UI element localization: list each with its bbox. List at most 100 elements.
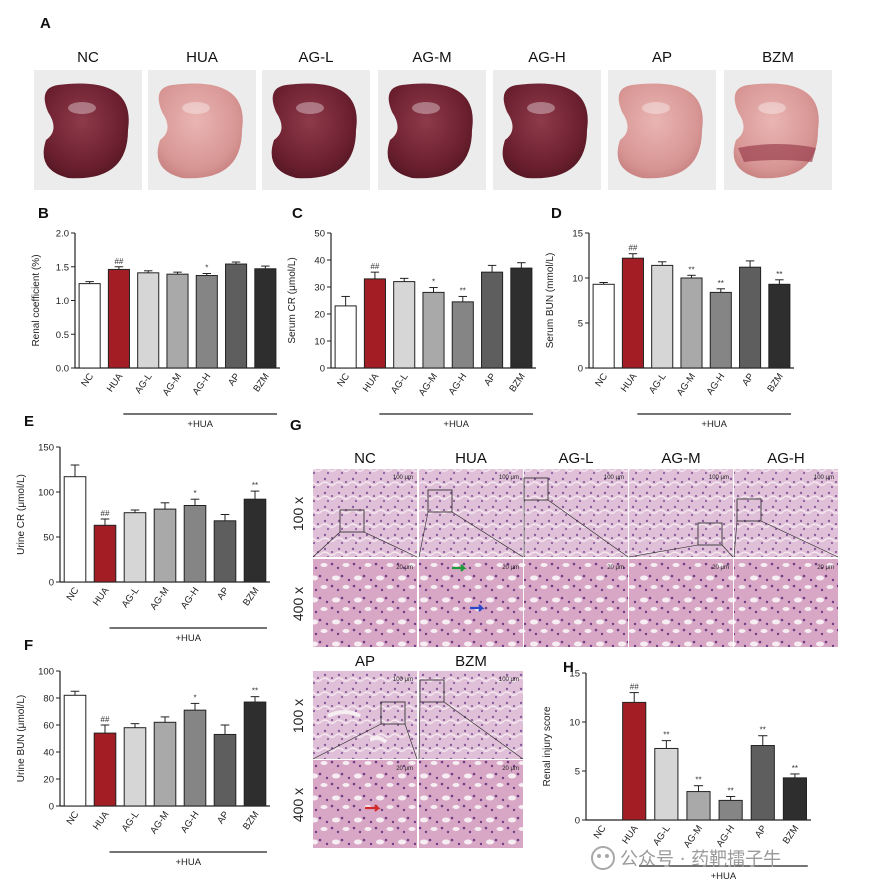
bar-hua	[107, 268, 130, 369]
x-tick-label: BZM	[507, 371, 528, 394]
y-tick-label: 15	[569, 669, 580, 680]
y-axis-label: Urine BUN (μmol/L)	[16, 695, 27, 782]
bar-nc	[78, 283, 101, 369]
scale-bar-label: 100 μm	[499, 475, 519, 481]
bar-ag-m	[166, 273, 189, 369]
bar-ag-h	[451, 301, 474, 369]
histo-400x-ag-h	[734, 559, 838, 647]
x-tick-label: AG-L	[651, 823, 673, 847]
kidney-image	[387, 83, 473, 179]
group-label: +HUA	[711, 871, 737, 882]
y-tick-label: 10	[572, 274, 583, 285]
green-arrow	[452, 564, 467, 572]
x-tick-label: AP	[226, 371, 242, 388]
significance-mark: **	[663, 731, 669, 740]
bar-ag-m	[680, 277, 703, 369]
zoom-line	[733, 520, 738, 558]
x-tick-label: AG-H	[179, 585, 202, 611]
scale-bar-label: 20 μm	[817, 565, 834, 571]
y-tick-label: 100	[38, 667, 54, 678]
bar-bzm	[782, 777, 807, 821]
zoom-line	[547, 499, 629, 558]
x-tick-label: AG-M	[675, 371, 698, 398]
panel-label-c: C	[292, 205, 303, 222]
x-tick-label: NC	[79, 371, 96, 389]
bar-ag-l	[137, 272, 160, 369]
chart-b: 0.0 0.5 1.0 1.5 2.0 Renal coefficient (%) NC ##…	[31, 229, 280, 430]
bar-ag-l	[123, 512, 147, 583]
watermark-text: 公众号 · 药靶擂子牛	[620, 849, 781, 870]
group-label: +HUA	[175, 633, 201, 644]
scale-bar-label: 20 μm	[502, 766, 519, 772]
x-tick-label: HUA	[361, 371, 382, 394]
histo-label-hua: HUA	[455, 450, 487, 467]
bar-hua	[621, 257, 644, 369]
bar-ag-h	[195, 275, 218, 369]
significance-mark: *	[205, 264, 208, 273]
bar-ap	[213, 733, 237, 807]
x-tick-label: AP	[215, 585, 231, 602]
kidney-highlight	[68, 102, 96, 114]
x-tick-label: HUA	[620, 823, 641, 846]
x-tick-label: NC	[335, 371, 352, 389]
zoom-box	[419, 679, 445, 703]
y-tick-label: 0	[49, 802, 54, 813]
chart-h: 0 5 10 15 Renal injury score NC ## HUA ** AG-L ** A…	[542, 669, 811, 882]
histo-100x-nc	[313, 469, 417, 557]
group-label: +HUA	[175, 857, 201, 868]
wechat-icon	[591, 846, 615, 870]
histo-label-ap: AP	[355, 653, 375, 670]
y-tick-label: 1.0	[56, 296, 69, 307]
zoom-line	[760, 520, 839, 558]
mag-label-high: 400 x	[290, 788, 306, 822]
x-tick-label: HUA	[91, 585, 112, 608]
bar-nc	[592, 283, 615, 369]
y-tick-label: 0	[320, 364, 325, 375]
x-tick-label: AG-H	[705, 371, 728, 397]
histo-label-ag-m: AG-M	[661, 450, 700, 467]
chart-f: 0 20 40 60 80 100 Urine BUN (μmol/L) NC ## HUA AG-…	[16, 667, 270, 868]
kidney-label-bzm: BZM	[762, 49, 794, 66]
bar-hua	[93, 524, 117, 583]
bar-hua	[622, 701, 647, 821]
mag-label-low: 100 x	[290, 699, 306, 733]
chart-c: 0 10 20 30 40 50 Serum CR (μmol/L) NC ## HUA AG-L *…	[287, 229, 536, 430]
group-label: +HUA	[443, 419, 469, 430]
chart-d: 0 5 10 15 Serum BUN (mmol/L) NC ## HUA AG-L ** AG-…	[545, 229, 794, 430]
kidney-image	[271, 83, 357, 179]
y-tick-label: 2.0	[56, 229, 69, 240]
bar-ag-l	[651, 264, 674, 369]
histo-label-ag-l: AG-L	[558, 450, 593, 467]
histo-label-bzm: BZM	[455, 653, 487, 670]
y-tick-label: 20	[43, 775, 54, 786]
y-tick-label: 50	[314, 229, 325, 240]
group-label: +HUA	[187, 419, 213, 430]
kidney-image	[502, 83, 588, 179]
watermark: 公众号 · 药靶擂子牛	[591, 846, 781, 870]
bar-ag-h	[183, 709, 207, 807]
kidney-image	[617, 83, 703, 179]
kidney-image	[157, 83, 243, 179]
bar-ag-h	[183, 505, 207, 583]
x-tick-label: AG-H	[714, 823, 737, 849]
kidney-image	[43, 83, 129, 179]
y-tick-label: 100	[38, 488, 54, 499]
zoom-line	[312, 723, 382, 760]
significance-mark: ##	[628, 244, 637, 253]
kidney-highlight	[296, 102, 324, 114]
significance-mark: ##	[101, 715, 110, 724]
y-tick-label: 0.0	[56, 364, 69, 375]
y-axis-label: Serum CR (μmol/L)	[287, 257, 298, 343]
histo-400x-bzm	[419, 760, 523, 848]
y-tick-label: 60	[43, 721, 54, 732]
x-tick-label: BZM	[765, 371, 786, 394]
x-tick-label: AG-M	[148, 809, 171, 836]
histo-400x-nc	[313, 559, 417, 647]
histo-100x-ag-h	[734, 469, 838, 557]
zoom-box	[339, 509, 365, 533]
x-tick-label: BZM	[781, 823, 802, 846]
kidney-highlight	[527, 102, 555, 114]
kidney-label-ag-l: AG-L	[298, 49, 333, 66]
panel-label-g: G	[290, 417, 302, 434]
bar-ag-m	[686, 791, 711, 821]
